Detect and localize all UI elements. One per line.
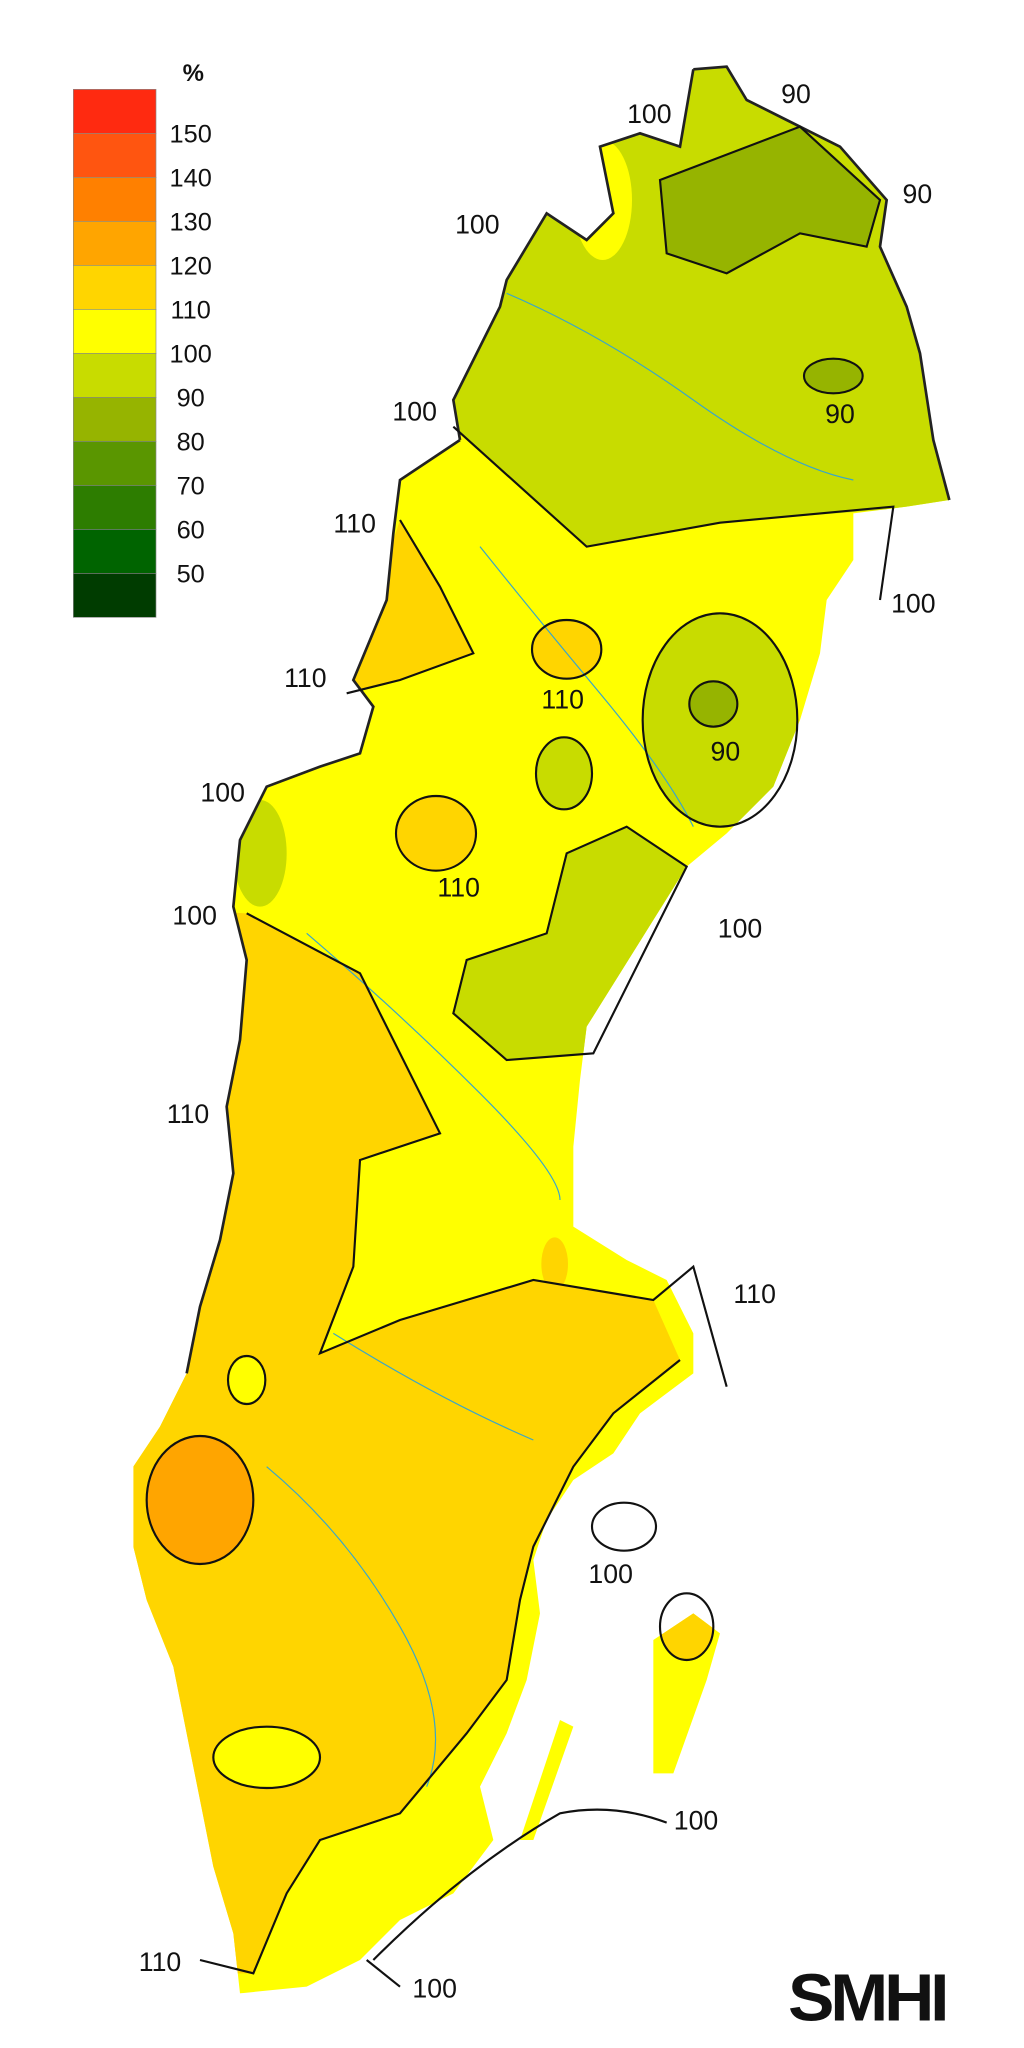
contour-line: [688, 680, 739, 728]
contour-line: [366, 1808, 668, 1988]
legend: 150 140 130 120 110 100 90 80 70 60 50: [73, 89, 212, 618]
contour-line: [394, 794, 478, 872]
contours: [145, 125, 895, 1988]
contour-line: [641, 612, 799, 828]
contour-label: 100: [627, 99, 671, 129]
contour-label: 100: [392, 396, 436, 426]
contour-line: [802, 357, 864, 395]
contour-label: 110: [733, 1279, 776, 1309]
legend-swatch: [73, 528, 157, 574]
legend-label: 70: [177, 473, 205, 501]
region: [213, 1726, 320, 1788]
region: [453, 826, 687, 1060]
legend-swatch: [73, 572, 157, 618]
legend-label: 100: [170, 341, 212, 369]
contour-label: 110: [284, 663, 327, 693]
contour-label: 100: [588, 1559, 632, 1589]
legend-label: 140: [170, 165, 212, 193]
region: [660, 126, 880, 274]
contour-line: [199, 912, 728, 1975]
contour-line: [452, 425, 895, 601]
legend-label: 130: [170, 209, 212, 237]
region: [689, 681, 738, 727]
contour-label: 110: [437, 872, 480, 902]
contour-label: 100: [718, 914, 762, 944]
legend-swatch: [73, 132, 157, 178]
contour-line: [346, 519, 475, 695]
legend-unit: %: [183, 60, 204, 87]
contour-label: 100: [200, 778, 244, 808]
contour-label: 110: [167, 1099, 210, 1129]
region: [146, 1436, 254, 1564]
contour-label: 90: [825, 399, 855, 429]
logo: SMHI: [788, 1961, 946, 2035]
legend-swatch: [73, 309, 157, 354]
contour-label: 90: [711, 736, 741, 766]
legend-swatch: [73, 176, 157, 222]
region: [233, 800, 287, 907]
contour-label: 90: [781, 79, 811, 109]
contour-label: 110: [139, 1947, 182, 1977]
contour-label: 110: [333, 508, 375, 538]
contour-labels: 100 90 90 100 100 90 110 100 110 110 90 …: [139, 79, 936, 2004]
border: [185, 65, 951, 1374]
legend-swatch: [73, 89, 157, 134]
legend-label: 80: [177, 429, 205, 457]
legend-swatch: [73, 353, 157, 398]
contour-line: [534, 736, 594, 811]
legend-label: 60: [177, 517, 205, 545]
contour-label: 100: [172, 900, 216, 930]
legend-swatch: [73, 441, 157, 486]
region: [536, 737, 592, 810]
legend-label: 150: [170, 121, 212, 149]
legend-label: 50: [177, 561, 205, 589]
region: [532, 620, 602, 679]
legend-swatch: [73, 397, 157, 442]
contour-line: [658, 125, 882, 275]
region: [541, 1237, 568, 1291]
contour-label: 110: [541, 684, 584, 714]
contour-line: [452, 825, 689, 1062]
contour-label: 100: [674, 1806, 718, 1836]
legend-swatch: [73, 265, 157, 310]
contour-line: [145, 1434, 255, 1566]
region: [346, 520, 474, 694]
legend-swatch: [73, 485, 157, 530]
river: [266, 292, 854, 1787]
region: [133, 906, 680, 1974]
contour-line: [590, 1501, 658, 1552]
region: [396, 796, 476, 871]
region: [228, 1356, 266, 1404]
legend-swatch: [73, 220, 157, 266]
contour-line: [530, 618, 603, 680]
contour-label: 90: [903, 179, 933, 209]
contour-label: 100: [412, 1974, 456, 2004]
contour-label: 100: [891, 588, 935, 618]
contour-line: [212, 1725, 322, 1790]
legend-label: 110: [170, 297, 210, 325]
contour-label: 100: [455, 210, 499, 240]
legend-label: 90: [177, 385, 205, 413]
contour-line: [658, 1592, 715, 1662]
region: [804, 358, 863, 394]
contour-line: [226, 1354, 267, 1406]
legend-label: 120: [170, 253, 212, 281]
